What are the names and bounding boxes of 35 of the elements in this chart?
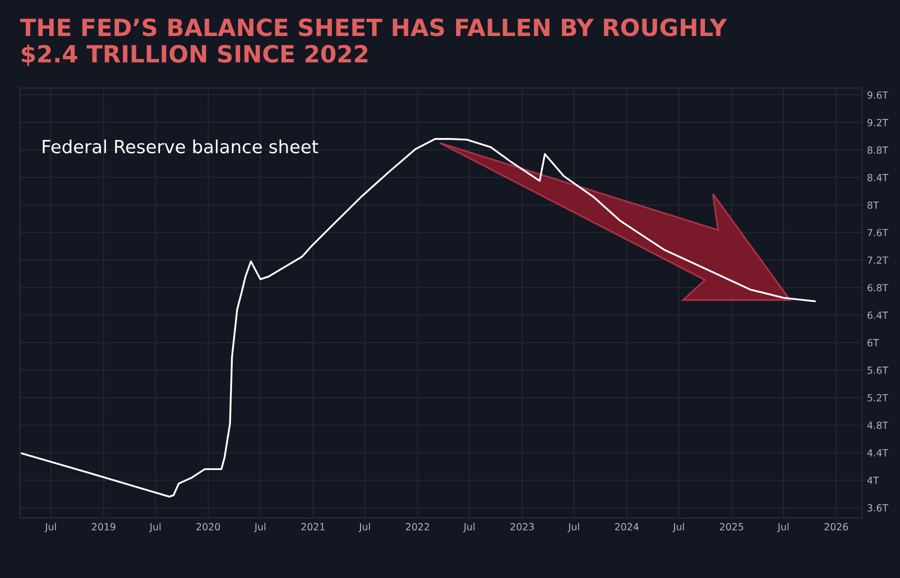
line-series (20, 138, 816, 498)
x-tick-label: 2025 (720, 523, 744, 530)
x-tick-label: 2021 (301, 523, 325, 530)
y-tick-label: 6.8T (868, 284, 888, 292)
y-tick-label: 9.2T (867, 118, 888, 126)
x-tick-label: Jul (777, 522, 788, 532)
chart-title: THE FED’S BALANCE SHEET HAS FALLEN BY ROUGHLY $2.4 TRILLION SINCE 2022 (20, 18, 728, 66)
x-tick-label: Jul (254, 522, 266, 532)
y-tick-label: 4T (867, 476, 880, 484)
y-tick-label: 8T (868, 201, 880, 209)
y-tick-label: 3.6T (868, 504, 888, 512)
x-tick-label: Jul (568, 522, 580, 532)
x-tick-label: 2024 (615, 523, 639, 530)
x-tick-label: 2026 (824, 523, 848, 530)
y-tick-label: 8.8T (868, 146, 888, 154)
x-tick-label: 2023 (510, 523, 534, 530)
x-tick-label: 2022 (406, 523, 430, 530)
x-tick-label: Jul (463, 522, 474, 532)
y-tick-label: 7.6T (868, 228, 888, 236)
x-tick-label: Jul (149, 522, 160, 532)
y-tick-label: 5.2T (868, 394, 888, 402)
x-tick-label: Jul (672, 522, 684, 532)
y-tick-label: 4.4T (867, 449, 888, 456)
y-tick-label: 6T (868, 339, 880, 346)
x-tick-label: Jul (44, 522, 56, 532)
y-tick-label: 7.2T (868, 256, 888, 264)
y-tick-label: 4.8T (867, 422, 888, 429)
y-tick-label: 6.4T (868, 312, 888, 319)
y-tick-label: 8.4T (868, 174, 888, 182)
text: Federal Reserve balance sheet (42, 139, 318, 154)
x-tick-label: Jul (358, 522, 370, 532)
x-tick-label: 2020 (196, 523, 220, 530)
y-tick-label: 9.6T (867, 91, 888, 99)
x-tick-label: 2019 (92, 523, 116, 530)
y-tick-label: 5.6T (868, 366, 888, 374)
